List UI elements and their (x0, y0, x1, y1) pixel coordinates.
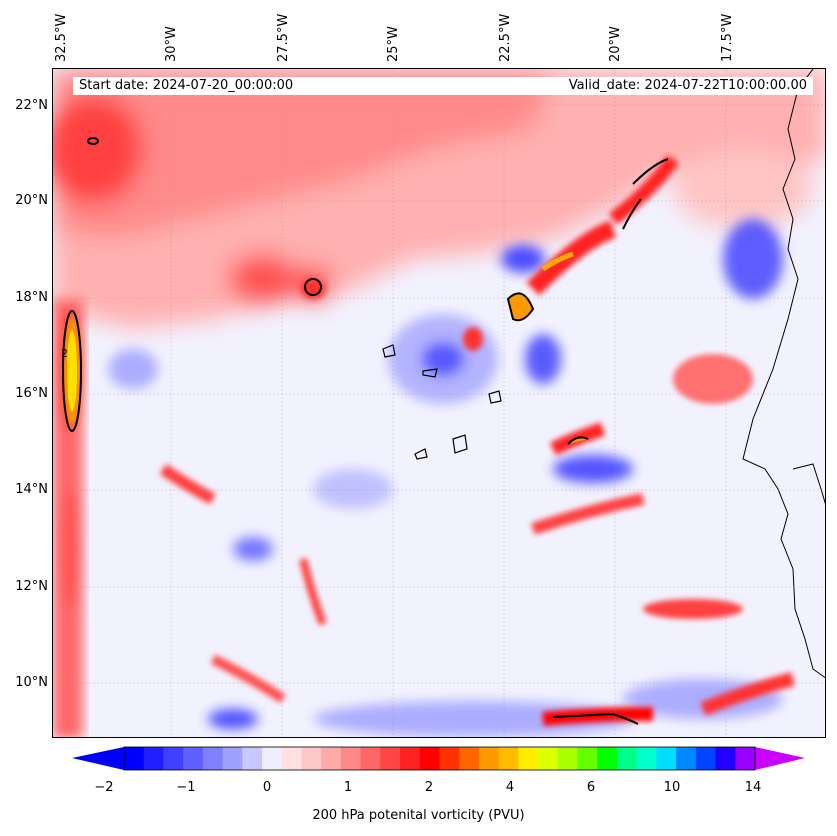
colorbar-cell (202, 747, 224, 770)
colorbar-cell (518, 747, 539, 770)
colorbar-cell (695, 747, 717, 770)
colorbar-cell (340, 747, 362, 770)
lon-label-25w: 25°W (386, 26, 401, 62)
central-core (87, 137, 669, 725)
colorbar-cell (281, 747, 302, 770)
lon-label-32-5w: 32.5°W (54, 13, 69, 62)
colorbar-cell (400, 747, 421, 770)
lat-label-10n: 10°N (15, 675, 48, 690)
cbar-tick-0: −2 (94, 780, 114, 795)
colorbar-cell (360, 747, 381, 770)
colorbar-outline (123, 746, 756, 771)
positive-streaks (159, 155, 795, 726)
colorbar-cell (577, 747, 598, 770)
colorbar-cell (735, 747, 756, 770)
colorbar-cell (183, 747, 204, 770)
cbar-tick-5: 4 (505, 780, 515, 795)
lat-label-20n: 20°N (15, 193, 48, 208)
colorbar-cell (715, 747, 736, 770)
colorbar-under-arrow (72, 747, 124, 770)
left-core: 2 (61, 310, 82, 432)
cbar-tick-3: 1 (343, 780, 353, 795)
colorbar-cell (222, 747, 243, 770)
lat-label-18n: 18°N (15, 290, 48, 305)
lat-label-22n: 22°N (15, 98, 48, 113)
lat-label-16n: 16°N (15, 386, 48, 401)
coastline (742, 69, 825, 679)
valid-date-text: Valid_date: 2024-07-22T10:00:00.00 (568, 78, 807, 93)
colorbar-cell (321, 747, 342, 770)
colorbar-label: 200 hPa potenital vorticity (PVU) (312, 808, 525, 823)
lat-label-14n: 14°N (15, 482, 48, 497)
colorbar-cells (124, 747, 756, 770)
colorbar-cell (143, 747, 164, 770)
cbar-tick-8: 14 (744, 780, 762, 795)
colorbar (72, 746, 805, 771)
cbar-tick-7: 10 (663, 780, 681, 795)
islands (382, 344, 502, 460)
lon-label-17-5w: 17.5°W (720, 13, 735, 62)
colorbar-cell (557, 747, 579, 770)
colorbar-cell (380, 747, 401, 770)
cbar-tick-1: −1 (176, 780, 196, 795)
colorbar-cell (538, 747, 559, 770)
colorbar-cell (301, 747, 322, 770)
cbar-tick-4: 2 (424, 780, 434, 795)
colorbar-cell (498, 747, 519, 770)
start-date-text: Start date: 2024-07-20_00:00:00 (79, 78, 294, 93)
cbar-tick-6: 6 (586, 780, 596, 795)
colorbar-cell (597, 747, 618, 770)
colorbar-cell (616, 747, 638, 770)
lon-label-30w: 30°W (164, 26, 179, 62)
colorbar-cell (459, 747, 480, 770)
cbar-tick-2: 0 (262, 780, 272, 795)
gridlines (53, 69, 825, 737)
colorbar-cell (439, 747, 460, 770)
colorbar-over-arrow (755, 747, 805, 770)
pv-field-map: 2 (53, 69, 825, 737)
colorbar-cell (656, 747, 677, 770)
colorbar-cell (242, 747, 263, 770)
colorbar-cell (676, 747, 697, 770)
lon-label-20w: 20°W (608, 26, 623, 62)
lon-label-22-5w: 22.5°W (498, 13, 513, 62)
start-date-box: Start date: 2024-07-20_00:00:00 Valid_da… (73, 77, 813, 95)
colorbar-cell (419, 747, 440, 770)
colorbar-cell (262, 747, 283, 770)
colorbar-cell (478, 747, 500, 770)
contour-label-left: 2 (61, 347, 68, 360)
colorbar-cell (163, 747, 184, 770)
map-frame: 2 (52, 68, 826, 738)
colorbar-cell (124, 747, 145, 770)
colorbar-cell (636, 747, 657, 770)
lat-label-12n: 12°N (15, 579, 48, 594)
coastline-detail (792, 463, 825, 505)
upper-positive-region (53, 69, 825, 329)
lon-label-27-5w: 27.5°W (276, 13, 291, 62)
